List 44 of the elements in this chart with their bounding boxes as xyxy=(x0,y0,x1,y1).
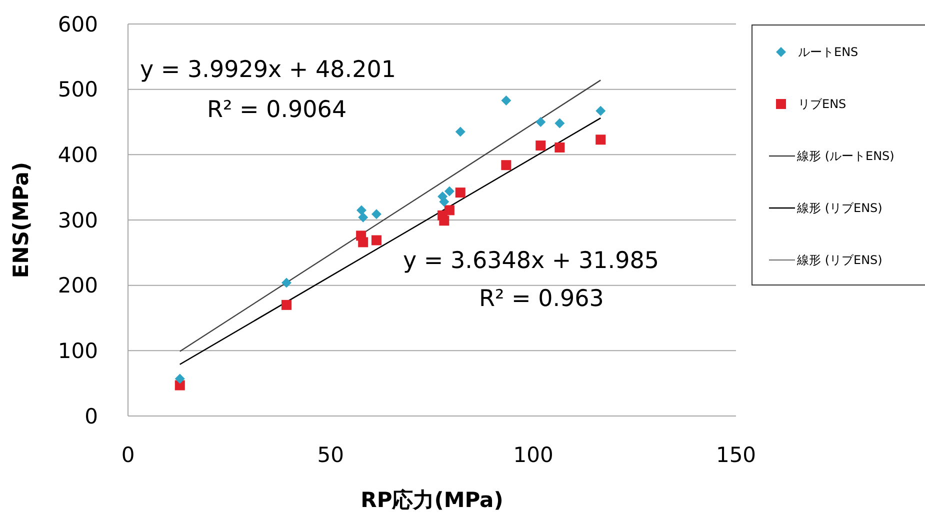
annotation: y = 3.6348x + 31.985 xyxy=(403,248,659,274)
point xyxy=(281,278,292,288)
annotation: R² = 0.9064 xyxy=(207,97,347,123)
point xyxy=(358,237,368,248)
legend-label: ルートENS xyxy=(798,45,858,60)
x-tick-label: 150 xyxy=(716,443,756,467)
legend-label: 線形 (リブENS) xyxy=(796,201,882,216)
legend-label: リブENS xyxy=(798,97,846,112)
point xyxy=(356,205,366,216)
point xyxy=(501,160,512,170)
annotation: R² = 0.963 xyxy=(479,286,604,312)
y-tick-label: 300 xyxy=(58,208,98,232)
x-axis-title: RP応力(MPa) xyxy=(360,488,504,512)
point xyxy=(371,235,382,246)
point xyxy=(371,209,382,220)
point xyxy=(174,374,185,384)
point xyxy=(596,106,606,116)
y-tick-label: 500 xyxy=(58,78,98,102)
point xyxy=(501,95,512,106)
legend-label: 線形 (リブENS) xyxy=(796,253,882,268)
point xyxy=(596,134,606,145)
point xyxy=(536,117,546,127)
point xyxy=(554,142,565,152)
point xyxy=(455,126,466,137)
x-tick-label: 50 xyxy=(317,443,344,467)
point xyxy=(439,196,450,207)
point xyxy=(554,118,565,128)
x-tick-label: 0 xyxy=(121,443,135,467)
x-tick-label: 100 xyxy=(513,443,554,467)
point xyxy=(444,205,454,216)
point xyxy=(455,188,466,198)
y-tick-label: 400 xyxy=(58,143,98,168)
legend-label: 線形 (ルートENS) xyxy=(796,149,894,164)
y-tick-label: 600 xyxy=(58,12,98,36)
point xyxy=(444,186,454,196)
point xyxy=(358,212,368,222)
y-tick-label: 0 xyxy=(84,404,98,428)
annotation: y = 3.9929x + 48.201 xyxy=(140,57,396,83)
point xyxy=(536,140,546,151)
y-tick-label: 200 xyxy=(58,274,98,298)
point xyxy=(439,216,450,226)
point xyxy=(281,300,292,310)
y-axis-title: ENS(MPa) xyxy=(9,162,33,278)
y-tick-label: 100 xyxy=(58,339,98,364)
